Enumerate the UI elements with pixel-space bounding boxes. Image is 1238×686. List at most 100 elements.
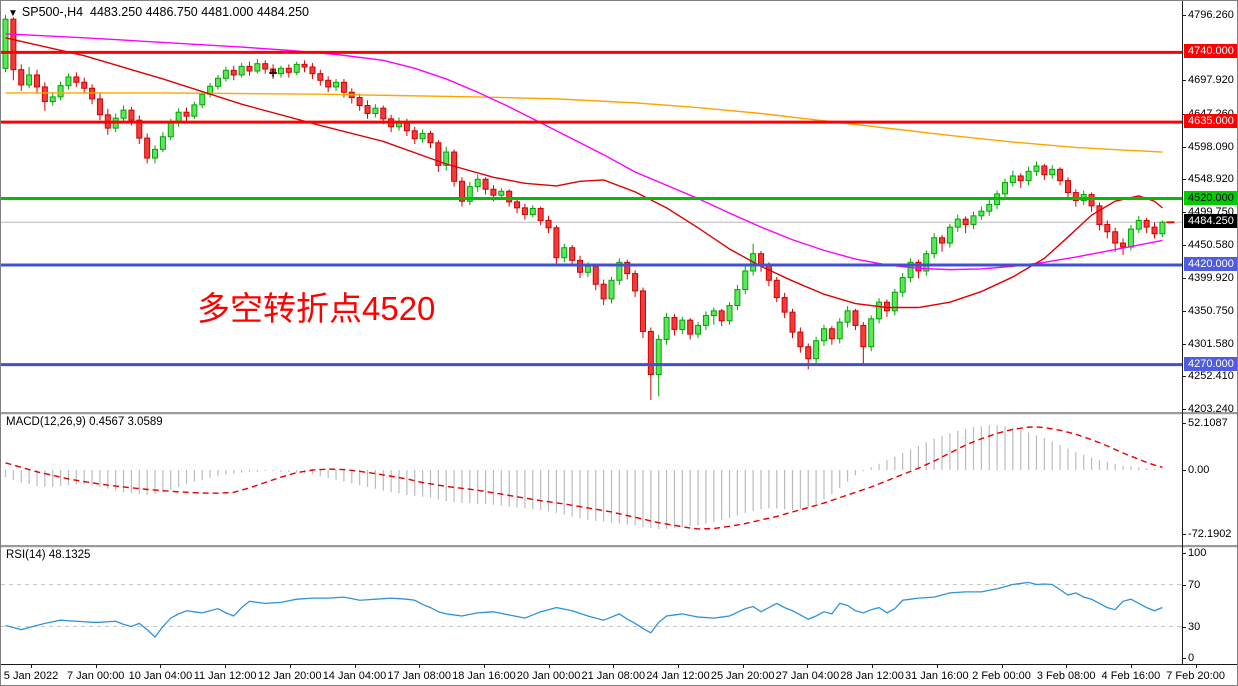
chart-ohlc-values: 4483.250 4486.750 4481.000 4484.250	[90, 5, 309, 19]
price-axis-tick	[1182, 212, 1186, 213]
time-axis-label: 18 Jan 16:00	[452, 670, 516, 682]
bear-candle	[1104, 223, 1111, 233]
bear-candle	[380, 107, 387, 120]
bull-candle	[1127, 228, 1134, 248]
bear-candle	[246, 65, 253, 72]
bull-candle	[49, 96, 56, 103]
time-axis-label: 4 Feb 16:00	[1101, 670, 1161, 682]
bull-candle	[529, 208, 536, 215]
chart-annotation-text[interactable]: 多空转折点4520	[197, 290, 436, 327]
bear-candle	[33, 74, 40, 88]
bull-candle	[742, 270, 749, 291]
bear-candle	[427, 132, 434, 144]
bull-candle	[1049, 168, 1056, 176]
time-axis-tick	[613, 664, 615, 668]
bear-candle	[939, 237, 946, 244]
bear-candle	[718, 310, 725, 322]
time-axis-tick	[548, 664, 550, 668]
bull-candle	[986, 204, 993, 212]
bear-candle	[1151, 226, 1158, 235]
bear-candle	[10, 18, 17, 71]
bear-candle	[230, 69, 237, 76]
time-axis-tick	[483, 664, 485, 668]
price-axis-tick	[1182, 409, 1186, 410]
time-axis-label: 14 Jan 04:00	[322, 670, 387, 682]
macd-axis-tick	[1182, 470, 1186, 471]
bull-candle	[1001, 182, 1008, 195]
panel-separator-macd-rsi[interactable]	[1, 545, 1237, 548]
bull-candle	[372, 107, 379, 115]
bull-candle	[970, 215, 977, 225]
bear-candle	[1143, 219, 1150, 228]
price-axis-tick	[1182, 244, 1186, 246]
rsi-axis-tick	[1182, 626, 1186, 628]
macd-signal-line	[5, 426, 1163, 530]
bear-candle	[81, 81, 88, 89]
bull-candle	[1135, 219, 1142, 230]
bear-candle	[435, 142, 442, 166]
bear-candle	[18, 69, 25, 86]
macd-axis-tick	[1182, 423, 1186, 425]
bull-candle	[1033, 165, 1040, 172]
bear-candle	[805, 346, 812, 360]
time-axis-label: 7 Jan 00:00	[66, 670, 125, 682]
bear-candle	[1112, 231, 1119, 244]
bull-candle	[293, 63, 300, 73]
bull-candle	[561, 247, 568, 259]
bear-candle	[600, 283, 607, 300]
time-axis-label: 3 Feb 08:00	[1036, 670, 1096, 682]
panel-separator-main-macd[interactable]	[1, 412, 1237, 415]
macd-axis-label: 52.1087	[1188, 417, 1228, 430]
ma-red-medium	[5, 37, 1163, 309]
chart-symbol-label: SP500-,H4	[21, 5, 84, 19]
bear-candle	[73, 76, 80, 83]
time-axis-tick	[419, 664, 421, 668]
bear-candle	[183, 111, 190, 117]
time-axis-tick	[807, 664, 809, 668]
time-axis-tick	[742, 664, 744, 668]
bull-candle	[899, 277, 906, 293]
bear-candle	[285, 67, 292, 73]
bull-candle	[931, 237, 938, 255]
bear-candle	[639, 290, 646, 332]
bear-candle	[96, 98, 103, 116]
rsi-axis-tick	[1182, 584, 1186, 586]
rsi-axis-tick	[1182, 658, 1186, 659]
bear-candle	[317, 73, 324, 81]
time-axis-label: 28 Jan 12:00	[840, 670, 904, 682]
chart-title: ▼ SP500-,H4 4483.250 4486.750 4481.000 44…	[8, 5, 309, 19]
time-axis-label: 11 Jan 12:00	[193, 670, 257, 682]
bull-candle	[152, 148, 159, 159]
time-axis-tick	[1001, 664, 1003, 668]
bear-candle	[262, 63, 269, 70]
bull-candle	[978, 210, 985, 217]
ma-orange-slow	[5, 92, 1163, 153]
bear-candle	[301, 63, 308, 68]
bear-candle	[144, 137, 151, 159]
bear-candle	[632, 273, 639, 292]
time-axis-tick	[872, 664, 874, 668]
price-axis-label: 4252.410	[1188, 370, 1234, 383]
time-axis-label: 20 Jan 00:00	[516, 670, 581, 682]
time-axis-tick	[95, 664, 97, 668]
ma-magenta-long	[5, 33, 1163, 271]
bull-candle	[214, 77, 221, 87]
bear-candle	[860, 324, 867, 348]
bull-candle	[946, 226, 953, 244]
time-axis-tick	[1130, 664, 1132, 668]
bull-candle	[663, 316, 670, 340]
price-axis-tick	[1182, 310, 1186, 312]
bear-candle	[545, 219, 552, 229]
price-axis-label: 4548.920	[1188, 173, 1234, 186]
price-axis-tick	[1182, 179, 1186, 181]
price-axis-label: 4203.240	[1188, 403, 1234, 415]
rsi-axis-label: 0	[1188, 652, 1195, 664]
bear-candle	[364, 105, 371, 115]
price-axis-label: 4350.750	[1188, 304, 1234, 317]
bull-candle	[65, 76, 72, 87]
bear-candle	[962, 218, 969, 225]
bear-candle	[765, 265, 772, 281]
price-level-badge: 4484.250	[1184, 214, 1237, 229]
